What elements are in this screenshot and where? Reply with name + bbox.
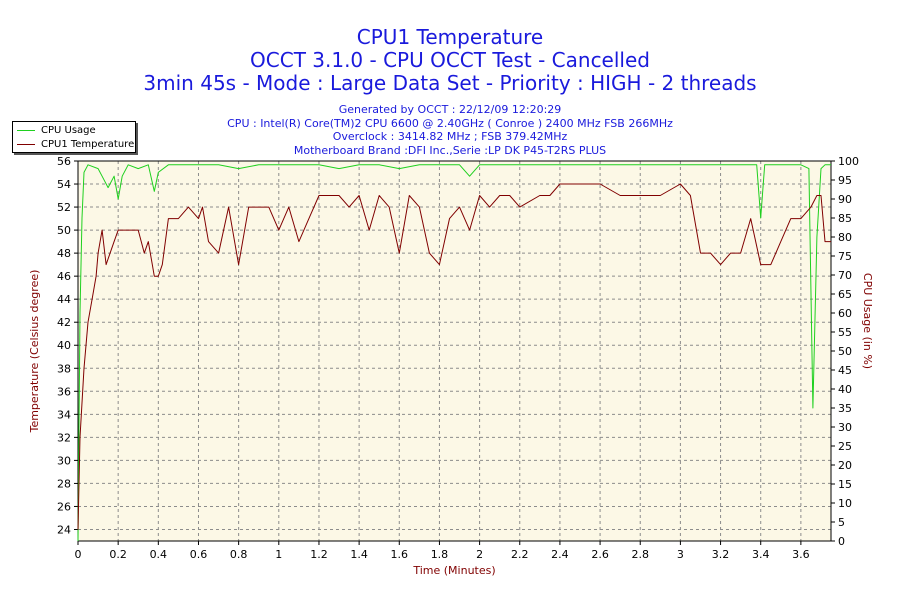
y-left-tick-label: 40 [57, 339, 71, 352]
y-left-tick-label: 54 [57, 178, 71, 191]
motherboard-info: Motherboard Brand :DFI Inc.,Serie :LP DK… [293, 143, 607, 157]
x-tick-label: 2.2 [511, 548, 529, 561]
chart-titles: CPU1 Temperature OCCT 3.1.0 - CPU OCCT T… [0, 26, 900, 95]
legend-item-cpu-temperature: CPU1 Temperature [17, 138, 134, 151]
x-tick-label: 1.4 [350, 548, 368, 561]
y-right-tick-label: 65 [838, 288, 852, 301]
y-right-tick-label: 60 [838, 307, 852, 320]
series-line-cpu-usage [77, 164, 831, 542]
y-left-tick-label: 34 [57, 408, 71, 421]
y-right-tick-label: 85 [838, 212, 852, 225]
chart-subtitle-test: OCCT 3.1.0 - CPU OCCT Test - Cancelled [250, 48, 650, 72]
y-right-tick-label: 75 [838, 250, 852, 263]
y-right-tick-label: 15 [838, 478, 852, 491]
y-left-tick-label: 42 [57, 316, 71, 329]
x-tick-label: 1.8 [431, 548, 449, 561]
plot-area [78, 161, 831, 541]
overclock-info: Overclock : 3414.82 MHz ; FSB 379.42MHz [332, 130, 568, 143]
y-right-tick-label: 10 [838, 497, 852, 510]
y-right-tick-label: 95 [838, 174, 852, 187]
y-left-tick-label: 36 [57, 385, 71, 398]
series-line-cpu-temperature [77, 183, 831, 530]
y-right-tick-label: 0 [838, 535, 845, 548]
x-tick-label: 3.4 [752, 548, 770, 561]
y-left-tick-label: 50 [57, 224, 71, 237]
x-tick-label: 3.6 [792, 548, 810, 561]
y-axis-right-label: CPU Usage (in %) [861, 273, 874, 369]
y-left-tick-label: 56 [57, 155, 71, 168]
generated-by: Generated by OCCT : 22/12/09 12:20:29 [338, 103, 562, 116]
x-tick-label: 0.2 [109, 548, 127, 561]
chart-subtitle-mode: 3min 45s - Mode : Large Data Set - Prior… [143, 71, 757, 95]
y-left-tick-label: 28 [57, 477, 71, 490]
x-axis-label: Time (Minutes) [412, 564, 495, 577]
y-left-tick-label: 24 [57, 523, 71, 536]
y-right-tick-label: 30 [838, 421, 852, 434]
chart-title: CPU1 Temperature [356, 25, 544, 49]
y-right-tick-label: 55 [838, 326, 852, 339]
legend-item-cpu-usage: CPU Usage [17, 124, 96, 137]
y-right-tick-label: 25 [838, 440, 852, 453]
y-right-tick-label: 80 [838, 231, 852, 244]
x-tick-label: 1 [275, 548, 282, 561]
y-right-tick-label: 45 [838, 364, 852, 377]
y-right-tick-label: 5 [838, 516, 845, 529]
y-left-tick-label: 48 [57, 247, 71, 260]
y-left-tick-label: 38 [57, 362, 71, 375]
y-left-tick-label: 26 [57, 500, 71, 513]
axes: 0 0.2 0.4 0.6 0.8 1 1.2 1.4 1.6 1.8 2 2.2 2.4 2.6 2.8 3… [57, 155, 859, 561]
x-tick-label: 2.6 [591, 548, 609, 561]
y-left-tick-label: 52 [57, 201, 71, 214]
x-tick-label: 0.6 [190, 548, 208, 561]
series [77, 164, 831, 542]
y-left-tick-label: 46 [57, 270, 71, 283]
x-tick-label: 0 [75, 548, 82, 561]
y-right-tick-label: 50 [838, 345, 852, 358]
y-right-tick-label: 35 [838, 402, 852, 415]
legend-swatch-cpu-usage [17, 129, 35, 131]
x-tick-label: 0.8 [230, 548, 248, 561]
y-left-tick-label: 30 [57, 454, 71, 467]
legend-swatch-cpu-temperature [17, 143, 35, 145]
legend-label-cpu-usage: CPU Usage [41, 125, 96, 136]
x-tick-label: 3.2 [712, 548, 730, 561]
y-right-tick-label: 20 [838, 459, 852, 472]
cpu-info: CPU : Intel(R) Core(TM)2 CPU 6600 @ 2.40… [227, 116, 673, 130]
y-axis-left-label: Temperature (Celsius degree) [28, 270, 41, 434]
y-left-tick-label: 44 [57, 293, 71, 306]
x-tick-label: 3 [677, 548, 684, 561]
plot-frame [77, 160, 832, 542]
x-tick-label: 2.8 [631, 548, 649, 561]
y-left-tick-label: 32 [57, 431, 71, 444]
x-tick-label: 1.2 [310, 548, 328, 561]
x-tick-label: 2 [476, 548, 483, 561]
y-right-tick-label: 90 [838, 193, 852, 206]
y-right-tick-label: 40 [838, 383, 852, 396]
x-tick-label: 1.6 [391, 548, 409, 561]
x-tick-label: 0.4 [150, 548, 168, 561]
y-right-tick-label: 70 [838, 269, 852, 282]
legend: CPU Usage CPU1 Temperature [12, 121, 136, 153]
legend-label-cpu-temperature: CPU1 Temperature [41, 139, 135, 150]
system-info: Generated by OCCT : 22/12/09 12:20:29 CP… [0, 103, 900, 157]
y-right-tick-label: 100 [838, 155, 859, 168]
x-tick-label: 2.4 [551, 548, 569, 561]
